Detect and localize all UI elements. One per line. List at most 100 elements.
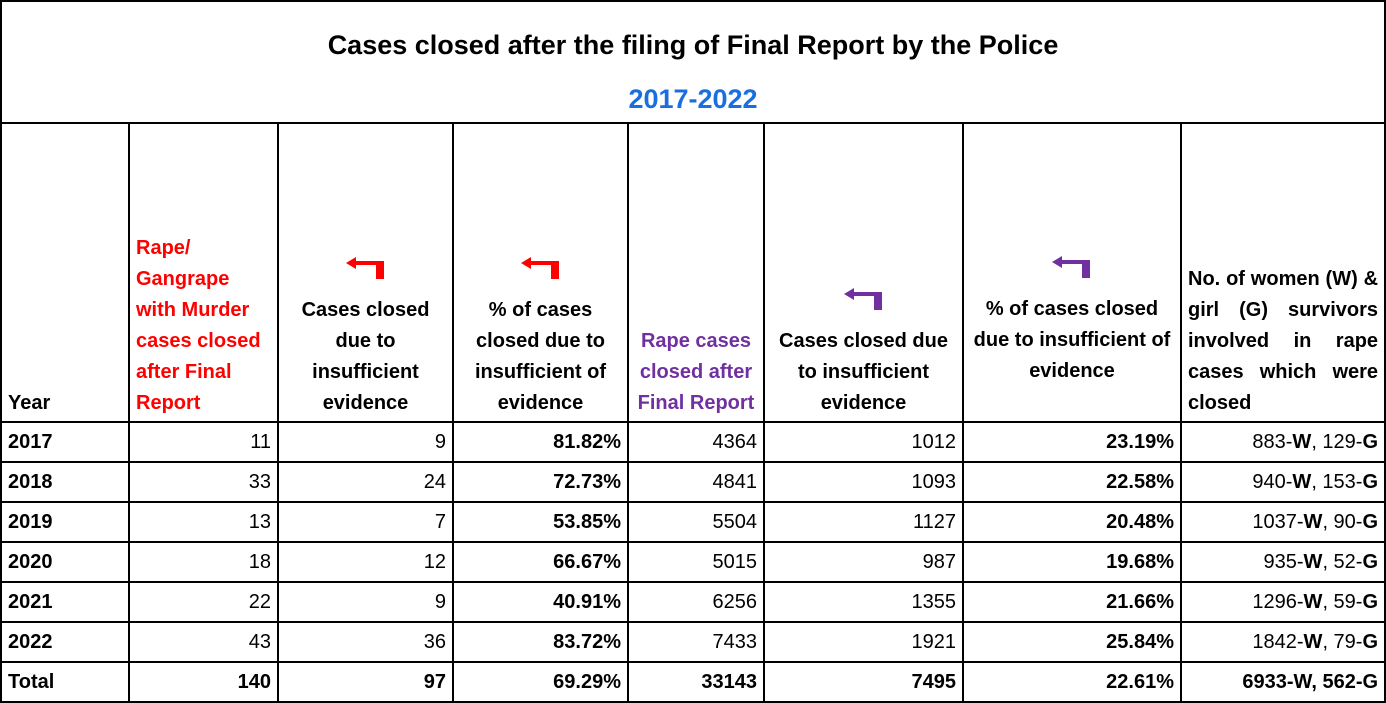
- header-text: Rape cases closed after Final Report: [637, 330, 755, 414]
- cell-text: 25.84%: [1106, 631, 1174, 653]
- table-row: 2017 11 9 81.82% 4364 1012 23.19% 883-W, 129-G: [0, 421, 1386, 463]
- table-cell: 40.91%: [452, 581, 629, 623]
- cell-text-part: W: [1303, 591, 1323, 613]
- table-cell: 7: [277, 501, 454, 543]
- title-cell: Cases closed after the filing of Final R…: [0, 0, 1386, 124]
- table-cell: 935-W, 52-G: [1179, 541, 1386, 583]
- header-text: Cases closed due to insufficient evidenc…: [779, 330, 948, 414]
- header-cell: % of cases closed due to insufficient of…: [962, 122, 1182, 423]
- cell-text: 1355: [911, 591, 957, 613]
- table-cell: 2022: [0, 621, 130, 663]
- cell-text: 7495: [911, 671, 957, 693]
- table-cell: 72.73%: [452, 461, 629, 503]
- table-cell: 18: [128, 541, 279, 583]
- cell-text-part: 940-: [1252, 471, 1293, 493]
- table-cell: 81.82%: [452, 421, 629, 463]
- table-row: Total 140 97 69.29% 33143 7495 22.61% 6933-W, 5…: [0, 661, 1386, 703]
- table-cell: 69.29%: [452, 661, 629, 703]
- cell-text-part: 883-: [1252, 431, 1293, 453]
- cell-text: 5504: [712, 511, 758, 533]
- table-row: 2019 13 7 53.85% 5504 1127 20.48% 1037-W, 90-G: [0, 501, 1386, 543]
- header-cell: Cases closed due to insufficient evidenc…: [277, 122, 454, 423]
- table-cell: 66.67%: [452, 541, 629, 583]
- cell-text-part: 935-: [1263, 551, 1304, 573]
- cell-text-part: G: [1362, 591, 1379, 613]
- cell-text-part: , 129-: [1311, 431, 1363, 453]
- cell-text: 22: [248, 591, 271, 613]
- cell-text: 5015: [712, 551, 758, 573]
- table-cell: 1921: [763, 621, 964, 663]
- header-cell: Rape/ Gangrape with Murder cases closed …: [128, 122, 279, 423]
- cell-text: 6256: [712, 591, 758, 613]
- header-cell: Cases closed due to insufficient evidenc…: [763, 122, 964, 423]
- cell-text-part: G: [1362, 471, 1379, 493]
- cell-text: 19.68%: [1106, 551, 1174, 573]
- cell-text-part: W: [1303, 511, 1323, 533]
- table-cell: 4364: [627, 421, 765, 463]
- cell-text: 97: [423, 671, 446, 693]
- table-title: Cases closed after the filing of Final R…: [327, 30, 1059, 60]
- cell-text: 4841: [712, 471, 758, 493]
- table-cell: 21.66%: [962, 581, 1182, 623]
- cell-text-part: W: [1303, 631, 1323, 653]
- table-cell: 5015: [627, 541, 765, 583]
- table-row: 2018 33 24 72.73% 4841 1093 22.58% 940-W, 153-G: [0, 461, 1386, 503]
- cell-text: 11: [250, 431, 271, 453]
- cell-text: 40.91%: [553, 591, 621, 613]
- table-cell: 33: [128, 461, 279, 503]
- cell-text: 987: [922, 551, 956, 573]
- cell-text: 83.72%: [553, 631, 621, 653]
- table-row: 2021 22 9 40.91% 6256 1355 21.66% 1296-W, 59-G: [0, 581, 1386, 623]
- cell-text: 9: [434, 431, 446, 453]
- table-cell: 22.61%: [962, 661, 1182, 703]
- table-cell: 2020: [0, 541, 130, 583]
- arrow-icon: [345, 257, 384, 279]
- cell-text: 7: [434, 511, 446, 533]
- header-text: % of cases closed due to insufficient of…: [474, 299, 607, 414]
- table-cell: 6256: [627, 581, 765, 623]
- cell-text: 1093: [911, 471, 957, 493]
- table-cell: 7433: [627, 621, 765, 663]
- cell-text: 13: [248, 511, 271, 533]
- cell-text-part: , 79-: [1322, 631, 1363, 653]
- table-cell: 9: [277, 421, 454, 463]
- cell-text-part: , 153-: [1311, 471, 1363, 493]
- table-cell: 2017: [0, 421, 130, 463]
- table-row: 2022 43 36 83.72% 7433 1921 25.84% 1842-W, 79-G: [0, 621, 1386, 663]
- cell-text: 12: [423, 551, 446, 573]
- header-text: Year: [8, 392, 51, 414]
- table-cell: 1127: [763, 501, 964, 543]
- table-cell: 25.84%: [962, 621, 1182, 663]
- cell-text-part: , 90-: [1322, 511, 1363, 533]
- cell-text-part: 1842-: [1252, 631, 1304, 653]
- cell-text-part: , 52-: [1322, 551, 1363, 573]
- table-cell: 23.19%: [962, 421, 1182, 463]
- cell-text: 18: [248, 551, 271, 573]
- cell-text: 1012: [911, 431, 957, 453]
- table-cell: 940-W, 153-G: [1179, 461, 1386, 503]
- cell-text: 72.73%: [553, 471, 621, 493]
- table-cell: 6933-W, 562-G: [1179, 661, 1386, 703]
- table-cell: 1355: [763, 581, 964, 623]
- table-cell: 13: [128, 501, 279, 543]
- header-cell: Year: [0, 122, 130, 423]
- cell-text-part: W: [1292, 471, 1312, 493]
- table-cell: 24: [277, 461, 454, 503]
- table-cell: 53.85%: [452, 501, 629, 543]
- table-cell: 22.58%: [962, 461, 1182, 503]
- table-cell: 2021: [0, 581, 130, 623]
- cell-text: 53.85%: [553, 511, 621, 533]
- cell-text: 22.61%: [1106, 671, 1174, 693]
- table-cell: 1012: [763, 421, 964, 463]
- header-text: % of cases closed due to insufficient of…: [973, 298, 1171, 382]
- table-cell: 43: [128, 621, 279, 663]
- cell-text: 22.58%: [1106, 471, 1174, 493]
- cell-text: 2018: [8, 471, 53, 493]
- cell-text: 2021: [8, 591, 53, 613]
- header-cell: Rape cases closed after Final Report: [627, 122, 765, 423]
- cell-text: 2019: [8, 511, 53, 533]
- table-cell: 1296-W, 59-G: [1179, 581, 1386, 623]
- table-cell: 11: [128, 421, 279, 463]
